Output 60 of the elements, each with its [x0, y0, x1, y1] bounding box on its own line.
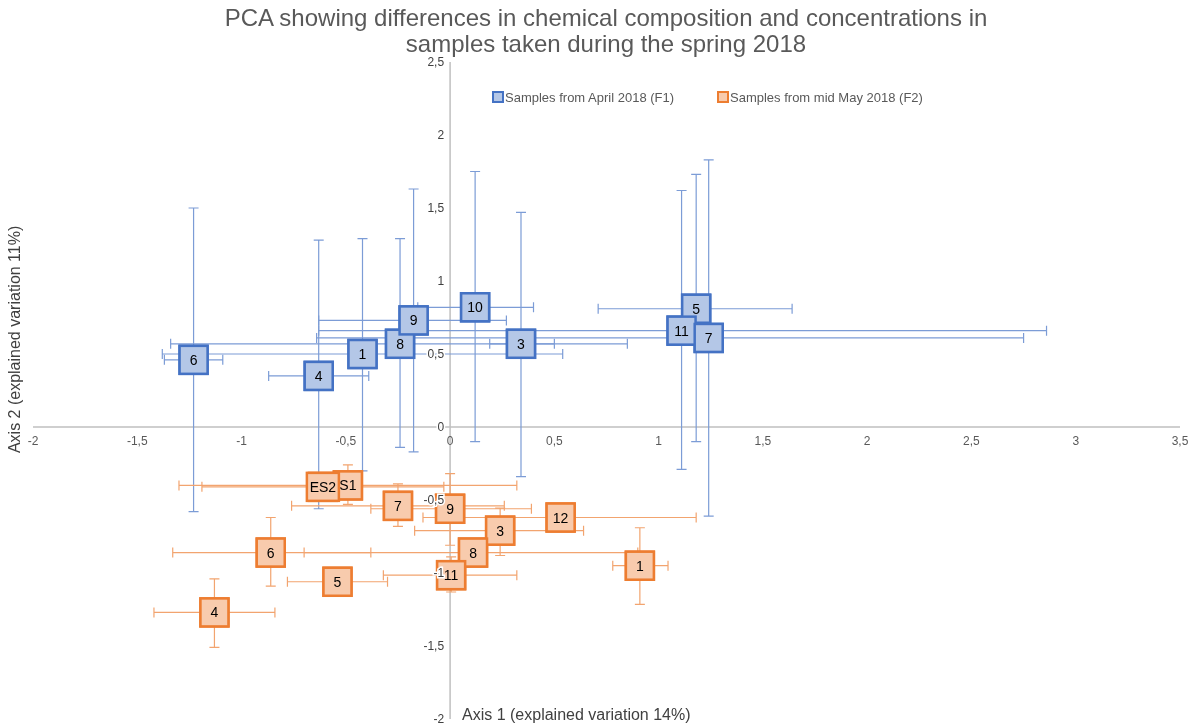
- annotation: 7: [394, 497, 403, 514]
- point: [322, 566, 353, 598]
- annotation: 4: [210, 604, 219, 621]
- y-axis-title: Axis 2 (explained variation 11%): [6, 225, 23, 454]
- point: [382, 490, 414, 522]
- annotation: 10: [467, 299, 484, 316]
- annotation: 4: [314, 367, 323, 384]
- y-tick-label: 2,5: [427, 55, 445, 69]
- chart-title: PCA showing differences in chemical composition and concentrations in samples taken during the spring 2018: [224, 4, 988, 57]
- x-tick-label: 2: [863, 434, 871, 448]
- point: [199, 597, 230, 628]
- y-tick-label: 0,5: [427, 347, 445, 361]
- annotation: 12: [552, 509, 569, 526]
- annotation: 1: [635, 557, 644, 574]
- point: [484, 515, 516, 546]
- x-tick-label: -1: [236, 434, 248, 448]
- x-tick-label: 2,5: [963, 434, 981, 448]
- legend-label: Samples from April 2018 (F1): [505, 89, 675, 105]
- legend-label: Samples from mid May 2018 (F2): [730, 89, 923, 105]
- y-tick-label: 2: [437, 128, 445, 142]
- y-tick-label: 1,5: [427, 201, 445, 215]
- point: [624, 550, 656, 581]
- annotation: 1: [358, 346, 367, 362]
- y-tick-label: 1: [437, 274, 445, 288]
- x-tick-label: 1,5: [754, 434, 772, 448]
- annotation: 8: [396, 335, 405, 352]
- annotation: ES2: [309, 478, 337, 495]
- point: [398, 305, 429, 336]
- annotation: 11: [443, 567, 459, 584]
- x-tick-label: -1,5: [126, 434, 148, 448]
- annotation: 9: [446, 500, 455, 517]
- point: [457, 537, 489, 568]
- point: [178, 344, 209, 376]
- x-tick-label: 0: [446, 434, 454, 448]
- point: [693, 322, 724, 354]
- x-tick-label: 3,5: [1171, 434, 1189, 448]
- x-tick-label: 3: [1072, 434, 1080, 448]
- annotation: 3: [517, 335, 526, 352]
- annotation: S1: [339, 477, 357, 494]
- annotation: 6: [266, 544, 275, 561]
- x-tick-label: 1: [655, 434, 663, 448]
- annotation: 8: [469, 544, 478, 561]
- annotation: 6: [189, 351, 198, 368]
- y-tick-label: 0: [437, 420, 445, 434]
- x-tick-label: 0,5: [546, 434, 564, 448]
- annotation: 5: [692, 300, 701, 317]
- y-tick-label: -1,5: [423, 639, 445, 653]
- x-tick-label: -0,5: [335, 434, 357, 448]
- x-tick-label: -2: [27, 434, 39, 448]
- annotation: 7: [704, 329, 713, 346]
- point: [505, 328, 537, 360]
- annotation: 9: [409, 312, 418, 329]
- x-axis-title: Axis 1 (explained variation 14%): [462, 706, 691, 723]
- point: [303, 360, 334, 392]
- y-tick-label: -2: [433, 712, 445, 725]
- point: [347, 338, 378, 370]
- annotation: 3: [496, 522, 505, 539]
- annotation: 5: [333, 573, 342, 590]
- point: [255, 537, 286, 568]
- annotation: 11: [674, 322, 690, 339]
